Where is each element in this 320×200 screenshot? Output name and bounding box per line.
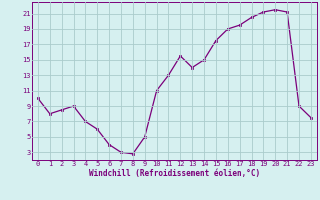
X-axis label: Windchill (Refroidissement éolien,°C): Windchill (Refroidissement éolien,°C) <box>89 169 260 178</box>
